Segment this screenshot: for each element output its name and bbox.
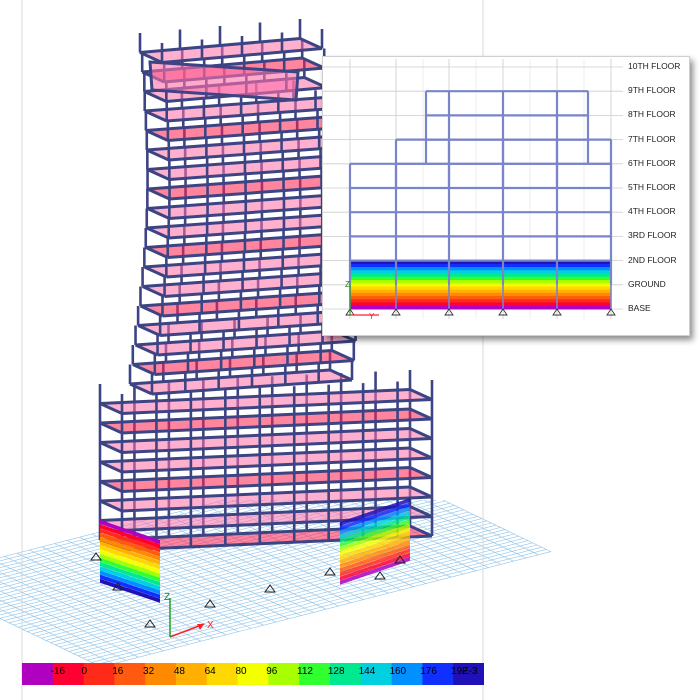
level-label: 6TH FLOOR — [628, 157, 676, 168]
level-label: 9TH FLOOR — [628, 85, 676, 96]
elevation-supports — [345, 308, 616, 316]
scale-swatch — [176, 663, 208, 685]
elev-axis-y: Y — [369, 312, 375, 321]
axis-triad: X Z — [164, 592, 214, 638]
scale-tick-label: 16 — [112, 666, 124, 677]
scale-swatch — [83, 663, 115, 685]
scale-tick-label: 0 — [81, 666, 87, 677]
scale-tick-label: 48 — [173, 666, 185, 677]
level-label: 10TH FLOOR — [628, 61, 681, 71]
scale-tick-label: 128 — [327, 666, 345, 677]
level-label: 2ND FLOOR — [628, 254, 677, 265]
scale-tick-label: 160 — [389, 666, 407, 677]
scale-swatch — [453, 663, 484, 685]
level-label: 5TH FLOOR — [628, 182, 676, 192]
scale-tick-label: -16 — [50, 666, 66, 677]
axis-label-x: X — [207, 620, 214, 631]
scale-tick-label: 64 — [204, 666, 216, 677]
base-wall-contour — [100, 498, 410, 603]
scale-tick-label: 192 — [451, 666, 468, 677]
color-scale-bar — [22, 663, 484, 685]
scale-swatch — [299, 663, 331, 685]
level-label: BASE — [628, 303, 651, 313]
level-label: GROUND — [628, 278, 666, 289]
scale-swatch — [268, 663, 300, 685]
scale-swatch — [422, 663, 454, 685]
elevation-view-panel[interactable]: Z Y 10TH FLOOR 9TH FLOOR 8TH FLOOR 7TH FLOO… — [322, 56, 690, 336]
scale-swatch — [206, 663, 239, 685]
scale-tick-label: 112 — [297, 666, 313, 677]
level-label: 7TH FLOOR — [628, 133, 676, 144]
scale-swatch — [114, 663, 146, 685]
scale-swatch — [360, 663, 393, 685]
elevation-frame — [348, 90, 613, 309]
scale-swatch — [22, 663, 54, 685]
scale-tick-label: 32 — [143, 666, 155, 677]
elevation-axis-triad: Z Y — [345, 280, 379, 321]
scale-swatch — [237, 663, 269, 685]
level-label: 8TH FLOOR — [628, 109, 676, 120]
elev-axis-z: Z — [345, 280, 350, 289]
scale-unit-label: E-3 — [462, 666, 478, 677]
scale-swatch — [391, 663, 423, 685]
support-symbols — [90, 552, 406, 628]
scale-tick-label: 176 — [420, 666, 437, 677]
level-label: 4TH FLOOR — [628, 206, 676, 217]
scale-swatch — [330, 663, 362, 685]
scale-swatch — [145, 663, 177, 685]
elevation-wall-contour — [350, 260, 611, 310]
scale-tick-label: 144 — [358, 666, 376, 677]
axis-label-z: Z — [164, 592, 170, 603]
scale-swatch — [52, 663, 85, 685]
level-label: 3RD FLOOR — [628, 230, 677, 241]
scale-tick-label: 80 — [235, 666, 247, 677]
scale-tick-label: 96 — [266, 666, 278, 677]
